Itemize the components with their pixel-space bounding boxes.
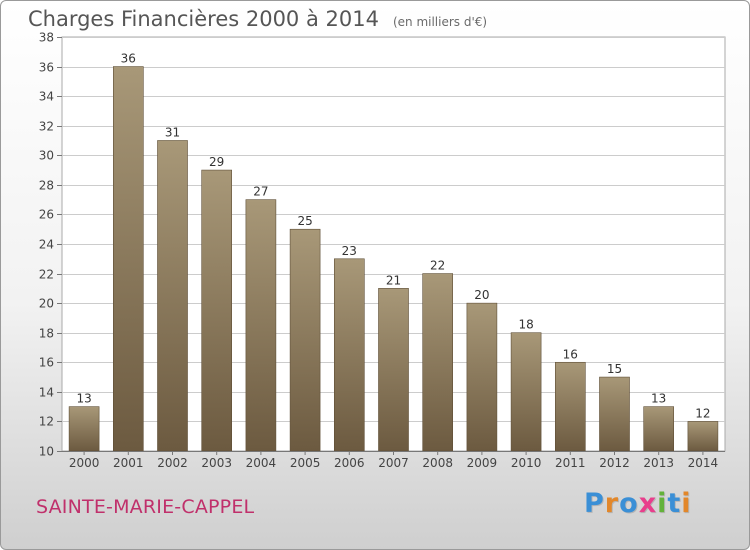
bar [466,302,498,452]
town-name: SAINTE-MARIE-CAPPEL [36,496,255,518]
proxiti-logo: Proxiti [584,488,692,519]
y-tick-label: 38 [39,31,54,45]
title-text: Charges Financières 2000 à 2014 [28,7,379,31]
data-label: 31 [165,126,180,140]
x-tick-label: 2004 [246,456,277,470]
x-tick-label: 2003 [201,456,232,470]
y-tick-label: 16 [39,356,54,370]
y-tick-label: 30 [39,149,54,163]
y-tick-label: 34 [39,90,54,104]
logo-letter: x [638,488,658,519]
bar [201,169,232,452]
chart-title: Charges Financières 2000 à 2014 (en milli… [28,7,487,31]
bar [687,421,719,452]
y-tick-label: 28 [39,179,54,193]
y-tick-label: 18 [39,327,54,341]
x-tick-label: 2012 [599,456,630,470]
logo-letter: i [681,488,692,519]
bar [289,228,321,452]
y-tick-label: 22 [39,268,54,282]
bar [245,199,277,452]
bar [68,406,100,452]
bar [643,406,675,452]
data-label: 22 [430,259,445,273]
data-label: 29 [209,155,224,169]
logo-letter: o [619,488,639,519]
x-tick-label: 2013 [643,456,674,470]
y-tick-label: 36 [39,61,54,75]
chart-subtitle: (en milliers d'€) [392,15,488,29]
data-label: 27 [253,185,268,199]
x-tick-label: 2008 [422,456,453,470]
y-tick-label: 26 [39,208,54,222]
x-tick-label: 2005 [290,456,321,470]
logo-letter: P [584,488,605,519]
logo-letter: r [604,488,620,519]
data-label: 36 [121,52,136,66]
bar [422,273,454,452]
data-label: 13 [651,392,666,406]
x-tick-label: 2000 [69,456,100,470]
x-tick-label: 2011 [555,456,586,470]
y-tick-label: 32 [39,120,54,134]
bar [510,332,542,452]
data-label: 23 [342,244,357,258]
x-tick-label: 2014 [688,456,719,470]
y-tick-label: 14 [39,386,54,400]
x-tick-label: 2010 [511,456,542,470]
data-label: 21 [386,273,401,287]
bar [333,258,365,452]
x-tick-label: 2007 [378,456,409,470]
data-label: 25 [297,214,312,228]
y-tick-label: 24 [39,238,54,252]
logo-letter: t [667,488,682,519]
bar [378,288,409,452]
data-label: 16 [563,347,578,361]
x-tick-label: 2001 [113,456,144,470]
data-label: 20 [474,288,489,302]
data-label: 15 [607,362,622,376]
bar [113,66,144,452]
data-label: 18 [518,318,533,332]
x-tick-label: 2006 [334,456,365,470]
y-tick-label: 12 [39,415,54,429]
logo-letter: i [657,488,668,519]
bar [554,361,586,452]
bar [599,376,630,452]
data-label: 13 [76,392,91,406]
bar [157,140,188,452]
y-tick-label: 20 [39,297,54,311]
x-tick-label: 2009 [467,456,498,470]
y-tick-label: 10 [39,445,54,459]
data-label: 12 [695,406,710,420]
x-tick-label: 2002 [157,456,188,470]
